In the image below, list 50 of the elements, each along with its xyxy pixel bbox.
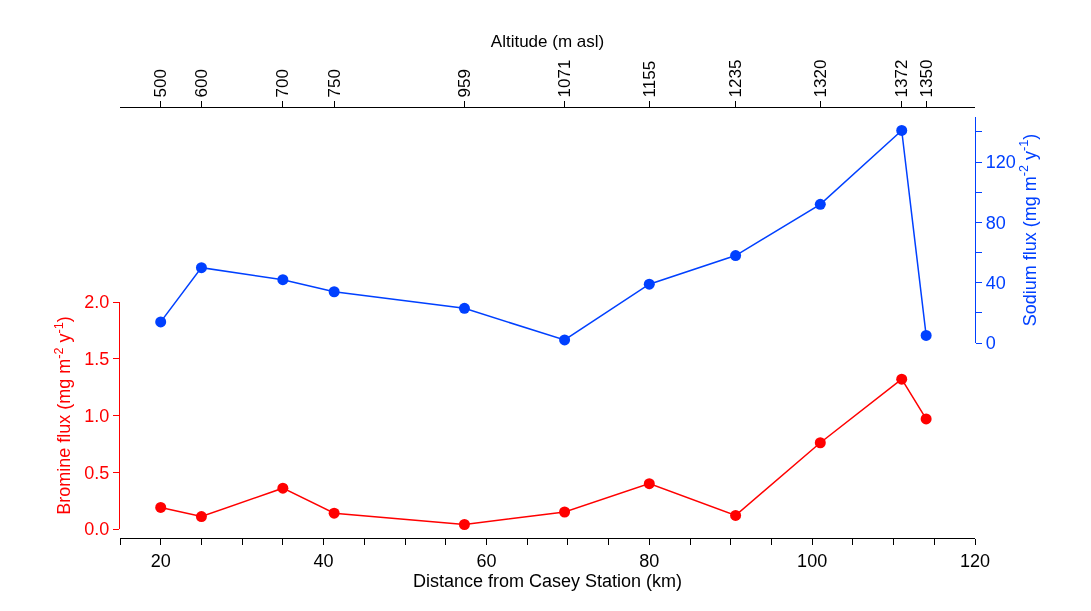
annotation: 500 [151,69,171,98]
point [155,501,167,513]
point [195,511,207,523]
point [920,413,932,425]
point [155,316,167,328]
point [814,198,826,210]
y-tick-label: 2.0 [84,292,110,313]
x-tick-label: 80 [639,550,660,571]
point [458,302,470,314]
y2-tick-label: 120 [985,152,1016,173]
annotation: 1372 [892,59,912,98]
point [730,250,742,262]
x-tick-label: 120 [959,550,991,571]
point [730,509,742,521]
annotation: 1155 [639,60,659,98]
point [195,262,207,274]
point [458,518,470,530]
x-tick-label: 20 [150,550,171,571]
point [643,478,655,490]
x2-axis-title: Altitude (m asl) [490,32,605,52]
point [328,507,340,519]
point [643,278,655,290]
point [920,329,932,341]
annotation: 1350 [916,59,936,98]
annotation: 1235 [726,59,746,98]
annotation: 1320 [810,59,830,98]
annotation: 750 [324,69,344,98]
point [559,334,571,346]
point [277,274,289,286]
point [328,286,340,298]
point [896,373,908,385]
y-tick-label: 0.0 [84,519,110,540]
y-tick-label: 1.5 [84,349,110,370]
point [559,506,571,518]
point [277,482,289,494]
y-tick-label: 1.0 [84,405,110,426]
annotation: 1071 [555,59,575,98]
point [896,124,908,136]
y-tick-label: 0.5 [84,462,110,483]
annotation: 700 [273,69,293,98]
y2-tick-label: 80 [985,212,1006,233]
point [814,437,826,449]
y2-tick-label: 40 [985,273,1006,294]
annotation: 600 [191,69,211,98]
x-tick-label: 60 [476,550,497,571]
y2-tick-label: 0 [985,333,996,354]
annotation: 959 [454,69,474,98]
x-tick-label: 100 [797,550,828,571]
x-axis-title: Distance from Casey Station (km) [412,570,683,591]
x-tick-label: 40 [313,550,334,571]
